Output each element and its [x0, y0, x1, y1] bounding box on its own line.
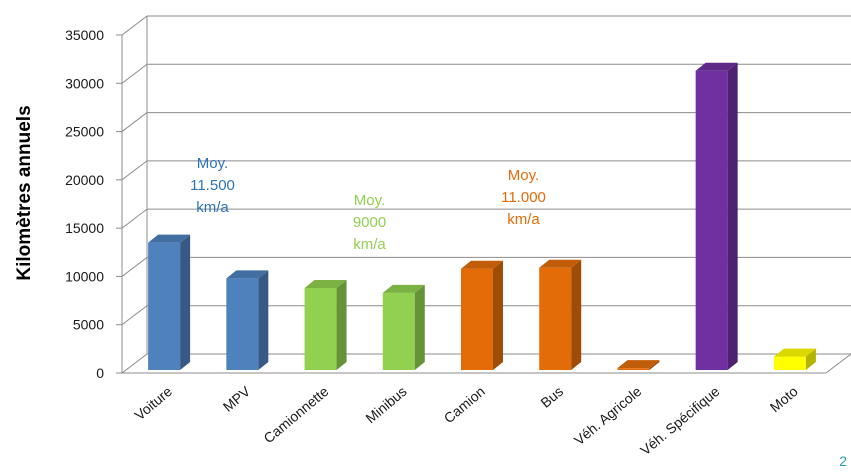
- y-tick-label: 30000: [65, 75, 104, 91]
- bar-side: [414, 284, 425, 370]
- x-tick-label: Moto: [767, 383, 801, 415]
- bar: [617, 360, 660, 370]
- bar-top: [226, 270, 269, 279]
- x-tick-label: Camion: [441, 383, 488, 426]
- annotation-line: 9000: [352, 214, 387, 231]
- y-tick-label: 20000: [65, 172, 104, 188]
- x-tick-label: Minibus: [362, 383, 409, 426]
- annotation-orange: Moy. 11.000 km/a: [486, 165, 561, 231]
- annotation-line: Moy.: [196, 155, 229, 172]
- gridline-side: [121, 63, 148, 84]
- y-tick-label: 10000: [65, 268, 104, 284]
- bar: [382, 284, 425, 370]
- bar-front: [617, 368, 650, 370]
- bar: [539, 259, 582, 370]
- bar: [226, 270, 269, 370]
- bar-top: [695, 62, 738, 71]
- bar-top: [773, 348, 816, 357]
- y-tick-label: 5000: [73, 317, 104, 333]
- x-tick-label: Véh. Spécifique: [637, 383, 723, 458]
- annotation-line: 11.000: [501, 189, 546, 206]
- x-tick-label: Véh. Agricole: [571, 383, 645, 448]
- gridline-side: [121, 112, 148, 132]
- x-tick-label: Bus: [537, 383, 566, 411]
- bar-front: [461, 268, 493, 370]
- bar-side: [727, 62, 738, 370]
- annotation-line: Moy.: [507, 167, 540, 184]
- y-axis-ticks: 0 5000 10000 15000 20000 25000 30000 35000: [65, 27, 122, 381]
- annotation-green: Moy. 9000 km/a: [332, 190, 407, 256]
- bar-top: [382, 284, 425, 293]
- bar-side: [649, 360, 660, 370]
- bar-top: [617, 360, 660, 369]
- annotation-line: km/a: [196, 199, 229, 216]
- y-tick-label: 0: [96, 365, 104, 381]
- annotation-blue: Moy. 11.500 km/a: [175, 153, 250, 219]
- x-tick-label: Camionnette: [260, 383, 331, 446]
- page-number: 2: [839, 453, 847, 469]
- gridline-side: [121, 305, 148, 326]
- annotation-line: km/a: [507, 211, 540, 228]
- annotation-line: Moy.: [353, 192, 386, 209]
- bar-top: [304, 280, 347, 289]
- x-tick-label: Voiture: [131, 383, 175, 423]
- x-tick-label: MPV: [220, 383, 254, 415]
- bar-side: [805, 348, 816, 370]
- bar: [461, 260, 503, 370]
- bar-side: [336, 280, 347, 370]
- gridline-side: [121, 15, 148, 36]
- bar-top: [148, 234, 191, 243]
- bar-front: [695, 70, 728, 370]
- gridline-side: [121, 353, 148, 374]
- bar: [304, 280, 347, 370]
- bar-front: [226, 278, 259, 370]
- annotation-line: km/a: [353, 236, 386, 253]
- bar-side: [571, 259, 582, 370]
- bar-front: [382, 292, 415, 370]
- bar: [695, 62, 738, 370]
- bar-front: [304, 288, 337, 370]
- bar: [773, 348, 816, 370]
- gridline-side: [121, 208, 148, 229]
- bar-side: [493, 260, 503, 370]
- bar-front: [539, 267, 572, 370]
- y-tick-label: 25000: [65, 124, 104, 140]
- floor-edge: [825, 353, 851, 374]
- bar-side: [258, 270, 269, 370]
- bar-front: [773, 356, 806, 370]
- bars: [148, 62, 816, 370]
- x-axis-labels: Voiture MPV Camionnette Minibus Camion Bus Véh…: [131, 383, 801, 459]
- gridline-side: [121, 257, 148, 277]
- bar-top: [461, 260, 503, 269]
- y-axis-label: Kilomètres annuels: [14, 105, 35, 280]
- annotation-line: 11.500: [190, 177, 235, 194]
- bar: [148, 234, 191, 370]
- gridline-side: [121, 160, 148, 181]
- y-tick-label: 15000: [65, 220, 104, 236]
- bar-front: [148, 242, 181, 370]
- bar-side: [180, 234, 191, 370]
- y-tick-label: 35000: [65, 27, 104, 43]
- bar-top: [539, 259, 582, 268]
